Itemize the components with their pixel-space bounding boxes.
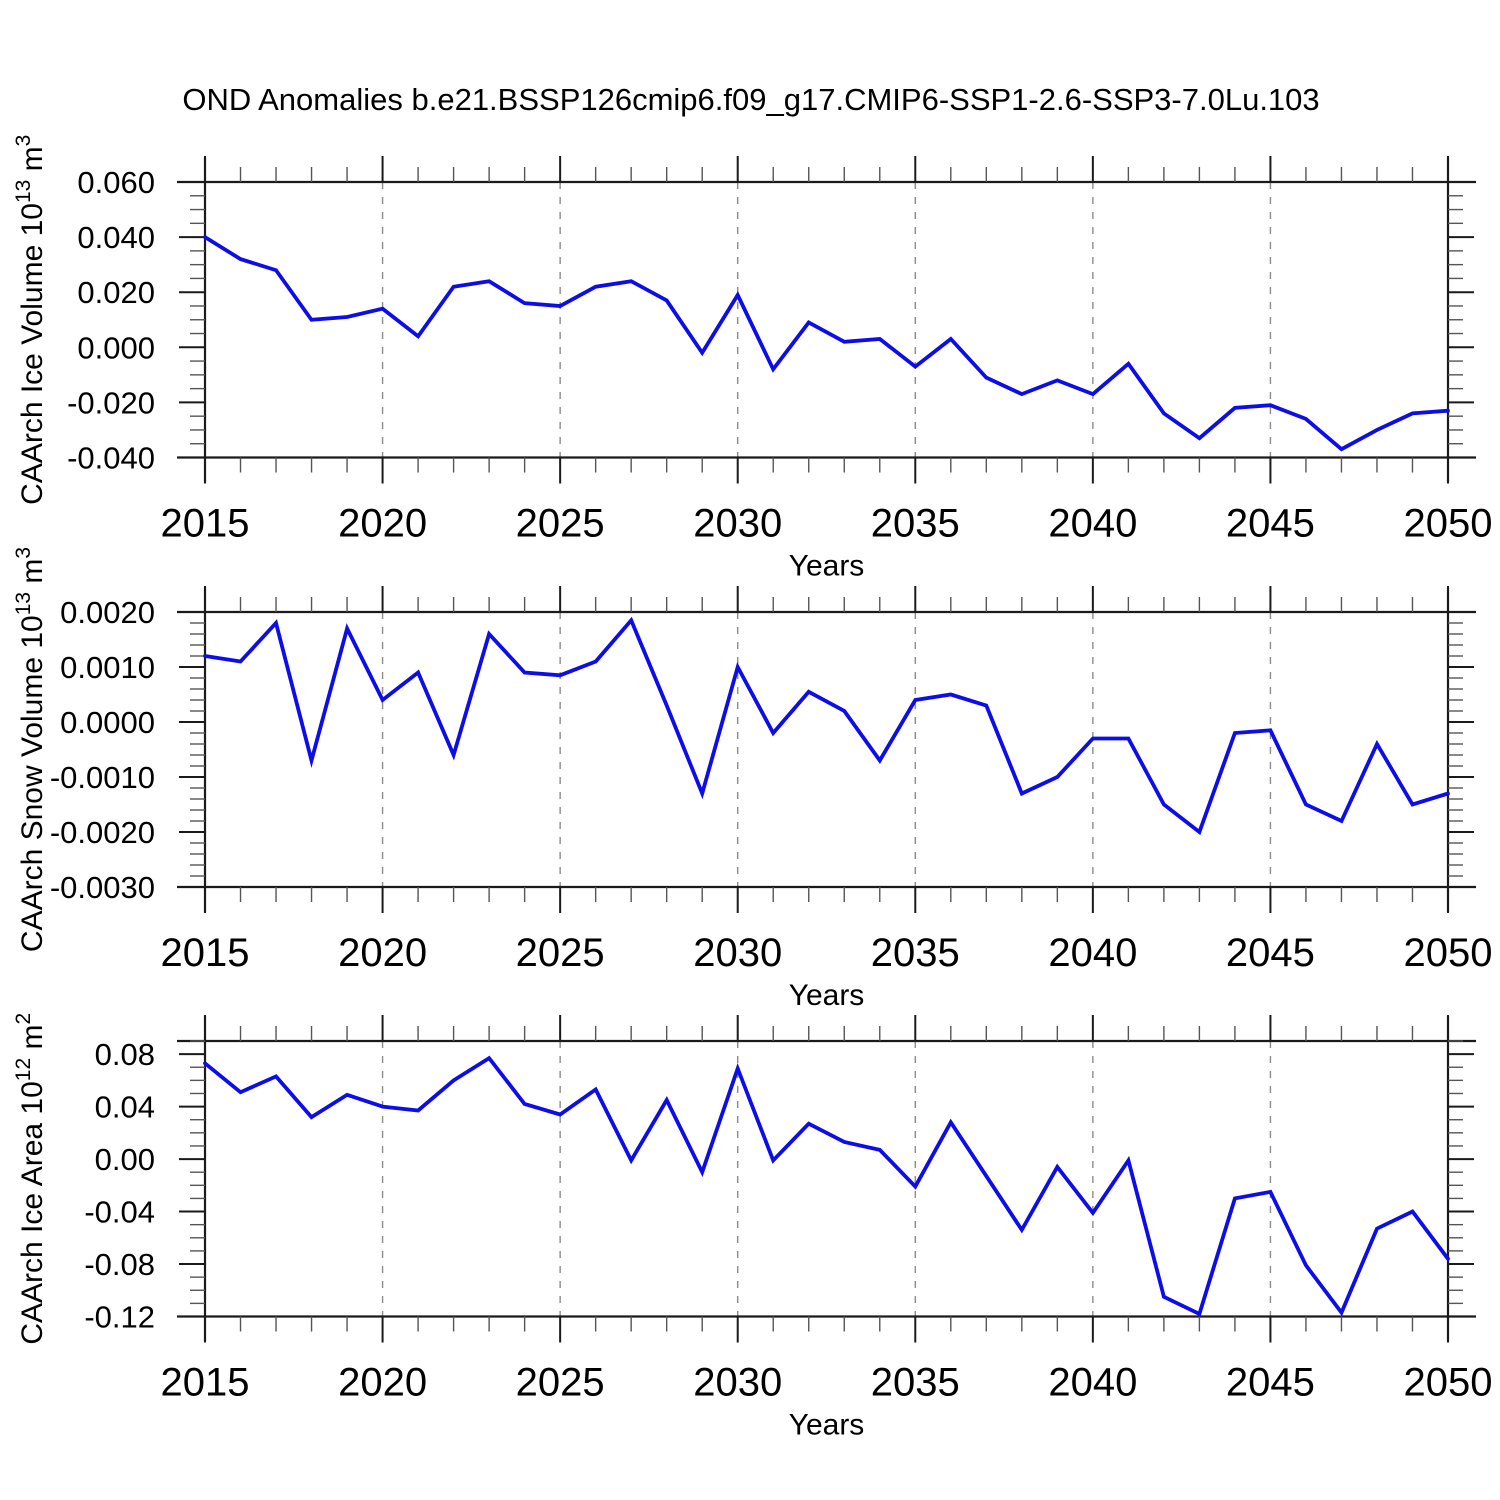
data-line-ice_area — [203, 1055, 1450, 1317]
y-tick-label: 0.08 — [95, 1037, 155, 1072]
x-tick-label: 2030 — [693, 1361, 782, 1405]
x-tick-label: 2050 — [1404, 1361, 1493, 1405]
y-tick-label: 0.04 — [95, 1090, 155, 1125]
y-tick-label: -0.08 — [84, 1247, 155, 1282]
x-tick-label: 2035 — [871, 931, 960, 975]
x-axis-title-snow-volume: Years — [789, 979, 865, 1012]
x-tick-label: 2050 — [1404, 502, 1493, 546]
y-tick-label: -0.0030 — [50, 870, 155, 905]
y-tick-label: -0.0020 — [50, 815, 155, 850]
x-tick-label: 2045 — [1226, 1361, 1315, 1405]
x-tick-label: 2020 — [338, 1361, 427, 1405]
y-tick-label: 0.000 — [77, 330, 155, 365]
y-tick-label: 0.0000 — [60, 705, 155, 740]
x-tick-label: 2040 — [1048, 502, 1137, 546]
y-tick-label: 0.020 — [77, 275, 155, 310]
y-tick-label: 0.060 — [77, 165, 155, 200]
x-axis-title-ice-volume: Years — [789, 550, 865, 583]
x-tick-label: 2015 — [161, 1361, 250, 1405]
x-tick-label: 2040 — [1048, 931, 1137, 975]
x-tick-label: 2030 — [693, 502, 782, 546]
y-tick-label: -0.0010 — [50, 760, 155, 795]
y-axis-title-unit-exponent: 3 — [12, 135, 35, 147]
y-axis-title-exponent: 12 — [12, 1058, 35, 1081]
y-axis-title-text: CAArch Ice Volume 10 — [16, 203, 49, 505]
y-axis-title-ice-area: CAArch Ice Area 1012 m2 — [12, 1013, 49, 1345]
x-axis-title-ice-area: Years — [789, 1409, 865, 1442]
y-axis-title-text: CAArch Ice Area 10 — [16, 1081, 49, 1344]
y-axis-title-unit: m — [16, 1025, 49, 1058]
y-tick-label: -0.040 — [67, 441, 155, 476]
data-line-snow_volume — [203, 616, 1450, 836]
x-tick-label: 2045 — [1226, 502, 1315, 546]
y-axis-title-unit: m — [16, 559, 49, 592]
y-tick-label: 0.040 — [77, 220, 155, 255]
x-tick-label: 2050 — [1404, 931, 1493, 975]
y-axis-title-text: CAArch Snow Volume 10 — [16, 615, 49, 952]
x-tick-label: 2020 — [338, 931, 427, 975]
x-tick-label: 2025 — [516, 931, 605, 975]
y-axis-title-unit-exponent: 3 — [12, 547, 35, 559]
x-tick-label: 2015 — [161, 931, 250, 975]
y-axis-title-ice-volume: CAArch Ice Volume 1013 m3 — [12, 135, 49, 505]
y-tick-label: -0.12 — [84, 1300, 155, 1335]
x-tick-label: 2045 — [1226, 931, 1315, 975]
x-tick-label: 2020 — [338, 502, 427, 546]
page-title: OND Anomalies b.e21.BSSP126cmip6.f09_g17… — [182, 82, 1319, 117]
x-tick-label: 2040 — [1048, 1361, 1137, 1405]
y-tick-label: 0.0010 — [60, 650, 155, 685]
data-line-ice_volume — [203, 235, 1450, 452]
x-tick-label: 2025 — [516, 1361, 605, 1405]
panel-snow_volume: 0.00200.00100.0000-0.0010-0.0020-0.00302… — [50, 586, 1493, 975]
x-tick-label: 2015 — [161, 502, 250, 546]
x-tick-label: 2035 — [871, 502, 960, 546]
x-tick-label: 2025 — [516, 502, 605, 546]
x-tick-label: 2030 — [693, 931, 782, 975]
y-tick-label: -0.020 — [67, 385, 155, 420]
y-axis-title-unit-exponent: 2 — [12, 1013, 35, 1025]
y-tick-label: 0.0020 — [60, 595, 155, 630]
y-tick-label: 0.00 — [95, 1142, 155, 1177]
y-axis-title-snow-volume: CAArch Snow Volume 1013 m3 — [12, 547, 49, 952]
y-tick-label: -0.04 — [84, 1195, 155, 1230]
y-axis-title-exponent: 13 — [12, 180, 35, 203]
x-tick-label: 2035 — [871, 1361, 960, 1405]
y-axis-title-unit: m — [16, 146, 49, 179]
y-axis-title-exponent: 13 — [12, 592, 35, 615]
